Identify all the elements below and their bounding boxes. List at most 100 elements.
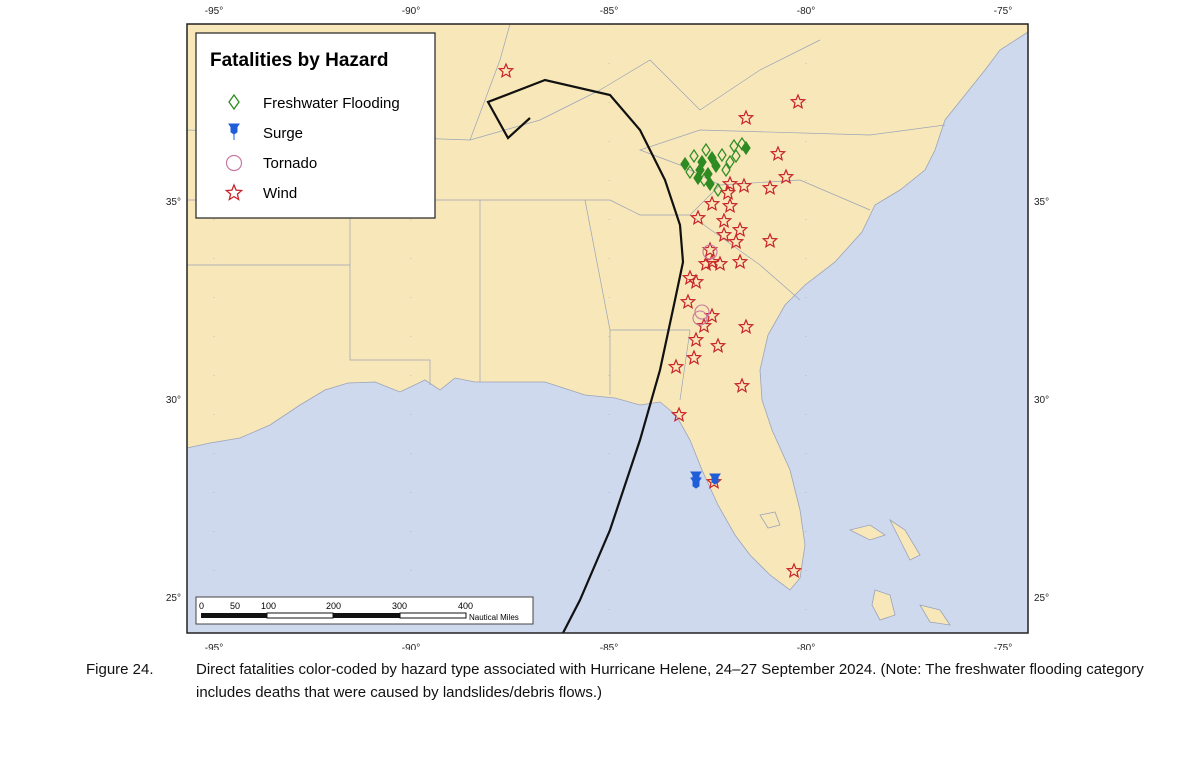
latitude-label: 25° <box>166 593 181 604</box>
tornado-marker <box>692 310 708 326</box>
wind-marker <box>719 184 737 200</box>
flood-marker <box>741 140 751 156</box>
scale-box <box>195 596 534 625</box>
latitude-label: 35° <box>166 197 181 208</box>
wind-marker <box>497 62 515 78</box>
legend: Fatalities by Hazard Freshwater Flooding… <box>195 32 436 219</box>
wind-marker <box>709 337 727 353</box>
wind-marker <box>705 473 723 489</box>
wind-marker <box>687 331 705 347</box>
flood-marker <box>697 154 707 170</box>
latitude-label: 30° <box>166 395 181 406</box>
wind-marker <box>761 179 779 195</box>
wind-marker <box>733 377 751 393</box>
wind-marker <box>667 358 685 374</box>
flood-marker <box>721 162 731 178</box>
longitude-label: -80° <box>797 643 815 650</box>
longitude-label: -85° <box>600 6 618 17</box>
flood-marker <box>731 148 741 164</box>
flood-marker <box>711 158 721 174</box>
markers <box>497 62 807 578</box>
flood-marker <box>680 156 690 172</box>
wind-marker <box>785 562 803 578</box>
flood-marker <box>685 164 695 180</box>
wind-marker <box>789 93 807 109</box>
map-figure: -95° -95° -90° -90° -85° -85° -80° -80° -75° -75°… <box>166 6 1049 650</box>
wind-marker <box>695 317 713 333</box>
surge-marker <box>690 477 702 489</box>
flood-marker <box>737 136 747 152</box>
wind-marker <box>715 226 733 242</box>
flood-marker <box>689 148 699 164</box>
scale-label: 200 <box>326 601 341 611</box>
legend-item: Surge <box>263 125 303 142</box>
flood-marker <box>707 150 717 166</box>
wind-marker <box>703 307 721 323</box>
flood-symbol <box>228 93 240 111</box>
legend-title: Fatalities by Hazard <box>210 50 388 71</box>
scale-unit: Nautical Miles <box>469 613 519 622</box>
longitude-label: -95° <box>205 6 223 17</box>
wind-marker <box>715 212 733 228</box>
latitude-label: 35° <box>1034 197 1049 208</box>
wind-marker <box>731 253 749 269</box>
longitude-label: -90° <box>402 6 420 17</box>
wind-marker <box>769 145 787 161</box>
wind-marker <box>777 168 795 184</box>
wind-marker <box>697 255 715 271</box>
scale-seg <box>399 612 467 619</box>
scale-bar: 0 50 100 200 300 400 Nautical Miles <box>195 596 534 625</box>
scale-label: 100 <box>261 601 276 611</box>
hurricane-track <box>486 78 685 634</box>
latitude-label: 30° <box>1034 395 1049 406</box>
tornado-marker <box>702 244 718 260</box>
legend-item: Tornado <box>263 155 317 172</box>
legend-item: Wind <box>263 185 297 202</box>
flood-marker <box>725 154 735 170</box>
flood-marker <box>705 176 715 192</box>
surge-marker <box>709 473 721 485</box>
wind-marker <box>737 109 755 125</box>
longitude-label: -95° <box>205 643 223 650</box>
map-frame <box>186 23 1029 634</box>
islands <box>759 511 951 626</box>
longitude-label: -90° <box>402 643 420 650</box>
tornado-symbol <box>225 154 243 172</box>
latitude-label: 25° <box>1034 593 1049 604</box>
caption-text: Direct fatalities color-coded by hazard … <box>196 661 1144 701</box>
scale-seg <box>201 613 267 618</box>
wind-marker <box>689 209 707 225</box>
wind-marker <box>721 197 739 213</box>
surge-symbol <box>228 123 240 140</box>
flood-marker <box>693 170 703 186</box>
scale-label: 50 <box>230 601 240 611</box>
wind-marker <box>761 232 779 248</box>
wind-marker <box>727 233 745 249</box>
longitude-label: -80° <box>797 6 815 17</box>
flood-marker <box>717 147 727 163</box>
degree-labels: -95° -95° -90° -90° -85° -85° -80° -80° -75° -75°… <box>166 6 1049 650</box>
tornado-marker <box>694 304 710 320</box>
scale-seg <box>333 613 400 618</box>
longitude-label: -75° <box>994 6 1012 17</box>
wind-marker <box>737 318 755 334</box>
wind-marker <box>670 406 688 422</box>
flood-marker <box>701 142 711 158</box>
wind-marker <box>703 195 721 211</box>
wind-symbol <box>224 183 244 201</box>
legend-item: Freshwater Flooding <box>263 95 400 112</box>
wind-marker <box>735 177 753 193</box>
scale-label: 300 <box>392 601 407 611</box>
scale-seg <box>266 612 334 619</box>
scale-label: 0 <box>199 601 204 611</box>
longitude-label: -75° <box>994 643 1012 650</box>
wind-marker <box>685 349 703 365</box>
wind-marker <box>679 293 697 309</box>
wind-marker <box>731 221 749 237</box>
scale-label: 400 <box>458 601 473 611</box>
longitude-label: -85° <box>600 643 618 650</box>
wind-marker <box>711 255 729 271</box>
flood-marker <box>713 182 723 198</box>
caption-label: Figure 24. <box>86 661 154 678</box>
